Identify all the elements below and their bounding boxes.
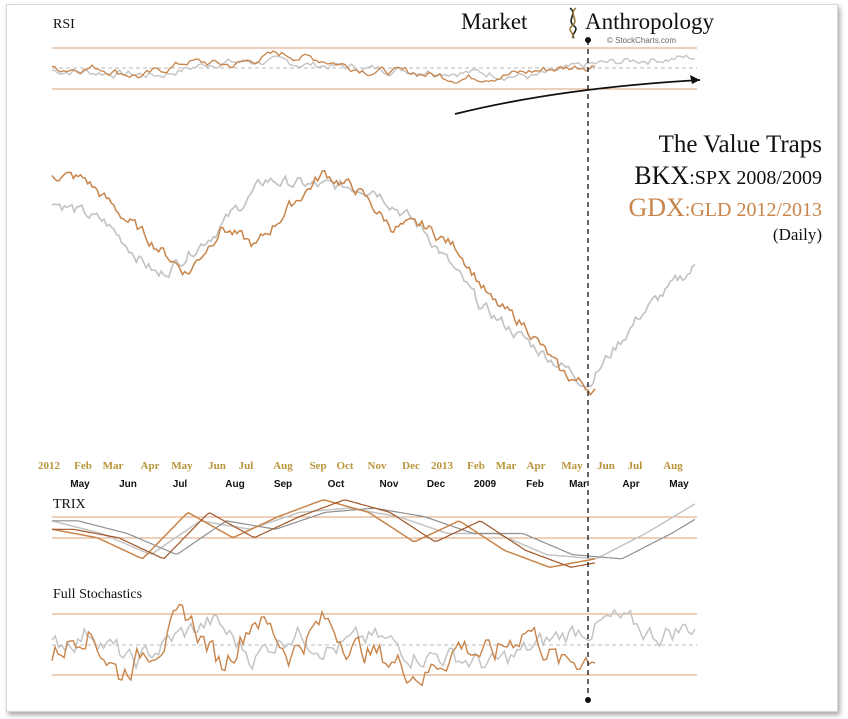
rsi-bkx-line	[51, 54, 696, 82]
title-gdx-ticker: GDX	[628, 193, 685, 222]
x-tick-top: Nov	[368, 460, 387, 472]
stoch-gdx-line	[51, 603, 596, 687]
stoch-label: Full Stochastics	[53, 587, 142, 602]
x-tick-top: Apr	[527, 460, 546, 472]
x-tick-top: Jun	[597, 460, 615, 472]
rsi-label: RSI	[53, 17, 75, 32]
price-bkx-line	[51, 174, 696, 389]
x-tick-top: 2013	[431, 460, 454, 472]
x-tick-bottom: Dec	[427, 479, 446, 490]
x-tick-top: Jul	[628, 460, 643, 472]
x-tick-bottom: Feb	[526, 479, 544, 490]
title-bkx: BKX:SPX 2008/2009	[634, 161, 822, 190]
x-tick-bottom: Oct	[328, 479, 345, 490]
trend-arrow	[454, 79, 701, 115]
trix-bkx-line	[51, 503, 696, 560]
x-tick-bottom: Jun	[119, 479, 137, 490]
x-tick-bottom: Sep	[274, 479, 292, 490]
price-panel	[51, 170, 696, 396]
price-gdx-line	[51, 170, 596, 396]
x-tick-bottom: Jul	[173, 479, 188, 490]
annotations	[454, 37, 701, 703]
dna-icon	[569, 7, 577, 39]
x-axis-bottom: May Jun Jul Aug Sep Oct Nov Dec 2009 Feb Mar Apr May	[70, 479, 689, 490]
trix-gdx-signal	[52, 499, 596, 568]
x-tick-top: Aug	[273, 460, 293, 472]
title-gdx-suffix: :GLD 2012/2013	[685, 199, 822, 221]
x-tick-top: May	[171, 460, 193, 472]
x-tick-top: Apr	[141, 460, 160, 472]
chart-frame	[6, 4, 838, 712]
trix-gdx-line	[51, 499, 596, 568]
x-tick-top: 2012	[38, 460, 61, 472]
x-tick-bottom: May	[70, 479, 90, 490]
title-gdx: GDX:GLD 2012/2013	[628, 193, 822, 222]
x-tick-top: May	[561, 460, 583, 472]
x-tick-bottom: Aug	[225, 479, 244, 490]
x-tick-top: Aug	[663, 460, 683, 472]
rsi-gdx-line	[51, 50, 596, 84]
source-credit: © StockCharts.com	[607, 36, 676, 45]
brand-left: Market	[461, 9, 528, 34]
stoch-panel	[51, 603, 697, 687]
title-daily: (Daily)	[773, 225, 822, 244]
title-bkx-suffix: :SPX 2008/2009	[689, 167, 822, 189]
x-tick-top: Jun	[208, 460, 226, 472]
x-tick-top: Jul	[239, 460, 254, 472]
x-tick-top: Feb	[467, 460, 485, 472]
x-tick-bottom: Apr	[622, 479, 639, 490]
x-tick-top: Oct	[336, 460, 353, 472]
title-main: The Value Traps	[659, 131, 822, 158]
stoch-bkx-line	[51, 608, 696, 671]
trend-arrowhead	[690, 75, 700, 84]
x-tick-top: Mar	[103, 460, 124, 472]
brand-right: Anthropology	[585, 9, 715, 34]
x-axis-top: 2012 Feb Mar Apr May Jun Jul Aug Sep Oct Nov Dec 201…	[38, 460, 683, 472]
trix-panel	[51, 499, 697, 568]
x-tick-bottom: May	[669, 479, 689, 490]
rsi-panel	[51, 47, 697, 90]
trix-label: TRIX	[53, 497, 86, 512]
x-tick-top: Mar	[496, 460, 517, 472]
x-tick-bottom: 2009	[474, 479, 497, 490]
x-tick-top: Sep	[309, 460, 326, 472]
x-tick-bottom: Mar	[569, 479, 587, 490]
x-tick-top: Dec	[402, 460, 420, 472]
x-tick-top: Feb	[74, 460, 92, 472]
x-tick-bottom: Nov	[380, 479, 399, 490]
divider-top-dot	[585, 37, 591, 43]
divider-bottom-dot	[585, 697, 591, 703]
title-bkx-ticker: BKX	[634, 161, 689, 190]
